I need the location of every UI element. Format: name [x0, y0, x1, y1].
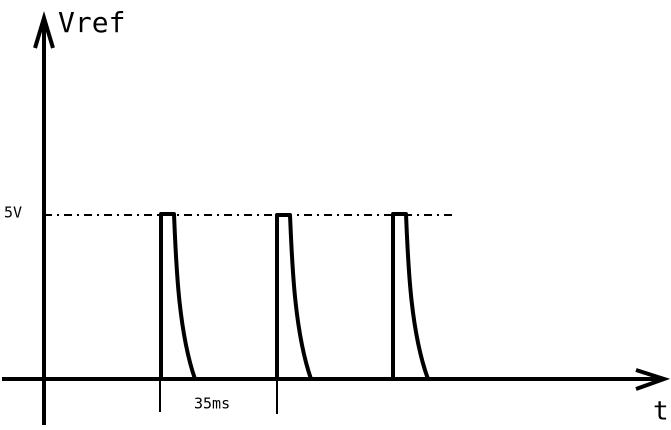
x-axis-arrow: [635, 368, 671, 391]
y-axis-arrow: [33, 11, 55, 49]
level-label: 5V: [4, 204, 22, 222]
period-label: 35ms: [194, 395, 230, 413]
pulse: [391, 212, 430, 380]
x-axis-label: t: [653, 397, 669, 427]
pulse: [275, 213, 313, 380]
pulse: [159, 212, 197, 380]
y-axis-label: Vref: [58, 6, 125, 39]
